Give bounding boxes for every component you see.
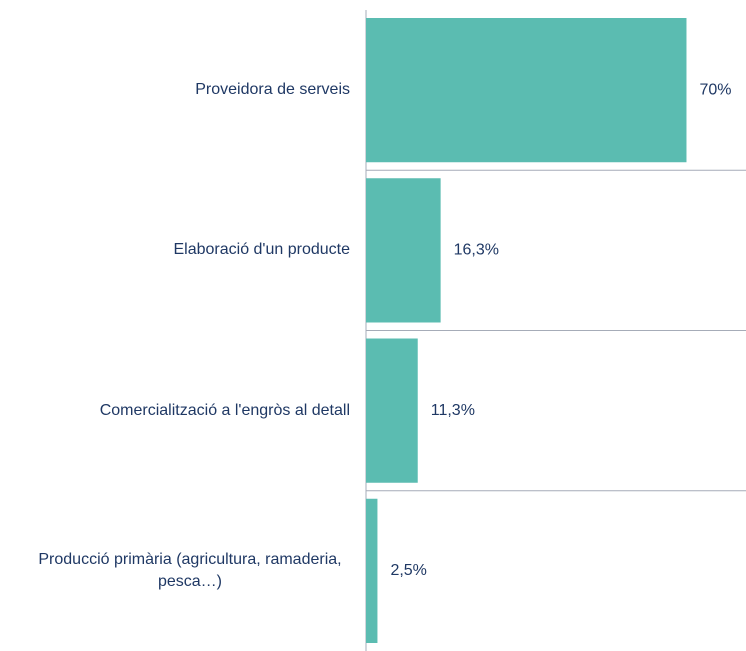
category-text: Producció primària (agricultura, ramader… <box>38 550 342 590</box>
value-label: 11,3% <box>431 402 475 419</box>
value-label: 70% <box>699 81 731 98</box>
category-label: Producció primària (agricultura, ramader… <box>0 491 350 651</box>
category-text: Elaboració d'un producte <box>173 241 350 259</box>
value-label: 16,3% <box>454 242 499 259</box>
bar <box>366 338 418 483</box>
bar <box>366 178 441 323</box>
category-label: Proveidora de serveis <box>0 10 350 170</box>
category-label: Elaboració d'un producte <box>0 170 350 330</box>
bar <box>366 18 687 163</box>
category-label: Comercialització a l'engròs al detall <box>0 331 350 491</box>
bar <box>366 498 378 643</box>
value-label: 2,5% <box>390 562 426 579</box>
category-text: Comercialització a l'engròs al detall <box>99 401 350 419</box>
category-text: Proveidora de serveis <box>195 81 350 99</box>
